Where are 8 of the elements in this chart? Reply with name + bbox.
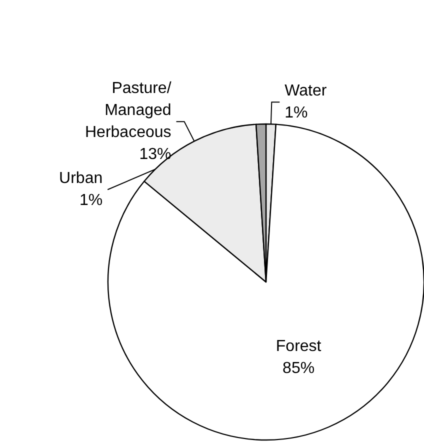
data-label: 1% xyxy=(284,104,308,122)
data-label: 1% xyxy=(79,192,103,210)
data-label: 85% xyxy=(282,360,315,377)
slice-label: Urban xyxy=(59,170,103,188)
data-label: 13% xyxy=(139,146,172,164)
slice-label: Pasture/ Managed Herbaceous xyxy=(85,80,172,142)
slice-label: Forest xyxy=(276,338,322,355)
slice-label: Water xyxy=(284,82,328,100)
